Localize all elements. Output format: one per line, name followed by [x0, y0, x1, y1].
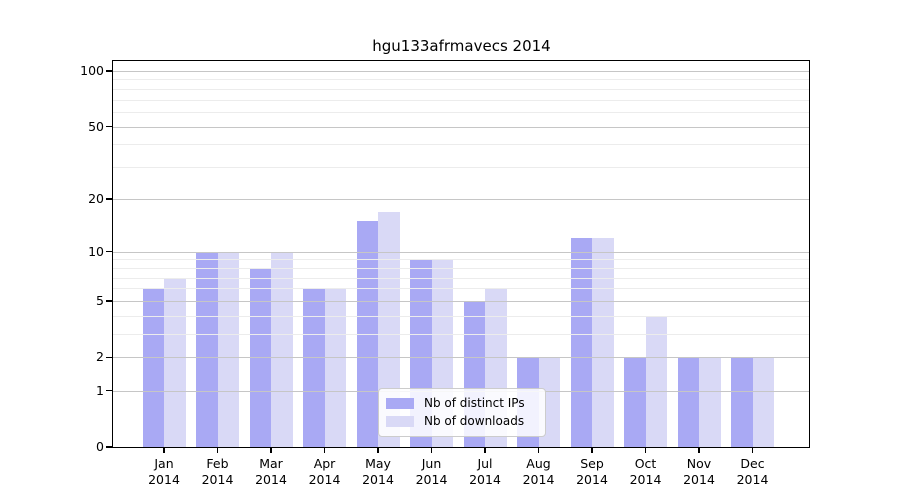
- legend-swatch-downloads: [386, 416, 414, 427]
- y-tick-100: [106, 70, 112, 72]
- x-tick-label-mar: Mar 2014: [243, 456, 299, 488]
- legend-label-distinct-ips: Nb of distinct IPs: [424, 396, 525, 411]
- minor-gridline-y-6: [113, 288, 810, 289]
- bar-jan-distinct-ips: [143, 288, 165, 447]
- x-tick-nov: [698, 447, 700, 453]
- y-tick-label-50: 50: [38, 119, 104, 135]
- x-tick-jan: [163, 447, 165, 453]
- x-tick-label-jul: Jul 2014: [457, 456, 513, 488]
- x-tick-label-aug: Aug 2014: [511, 456, 567, 488]
- x-tick-label-apr: Apr 2014: [297, 456, 353, 488]
- x-tick-label-jun: Jun 2014: [404, 456, 460, 488]
- x-tick-sep: [591, 447, 593, 453]
- x-tick-label-jan: Jan 2014: [136, 456, 192, 488]
- y-tick-label-100: 100: [38, 63, 104, 79]
- x-tick-dec: [752, 447, 754, 453]
- x-tick-label-nov: Nov 2014: [671, 456, 727, 488]
- minor-gridline-y-3: [113, 334, 810, 335]
- bar-apr-downloads: [325, 288, 347, 447]
- minor-gridline-y-40: [113, 144, 810, 145]
- x-tick-oct: [645, 447, 647, 453]
- bar-apr-distinct-ips: [303, 288, 325, 447]
- y-tick-2: [106, 357, 112, 359]
- gridline-y-20: [113, 199, 810, 200]
- bar-sep-downloads: [592, 238, 614, 447]
- bar-jan-downloads: [164, 278, 186, 447]
- gridline-y-2: [113, 357, 810, 358]
- x-tick-feb: [217, 447, 219, 453]
- y-tick-50: [106, 126, 112, 128]
- x-tick-may: [377, 447, 379, 453]
- legend-label-downloads: Nb of downloads: [424, 414, 524, 429]
- legend-item-downloads: Nb of downloads: [386, 414, 538, 429]
- bar-dec-downloads: [753, 357, 775, 447]
- bar-feb-downloads: [218, 252, 240, 447]
- y-tick-10: [106, 251, 112, 253]
- y-tick-label-2: 2: [38, 349, 104, 365]
- x-tick-label-may: May 2014: [350, 456, 406, 488]
- bar-mar-downloads: [271, 252, 293, 447]
- x-tick-mar: [270, 447, 272, 453]
- x-tick-label-dec: Dec 2014: [725, 456, 781, 488]
- legend: Nb of distinct IPs Nb of downloads: [378, 388, 546, 437]
- x-tick-label-sep: Sep 2014: [564, 456, 620, 488]
- gridline-y-5: [113, 301, 810, 302]
- x-tick-jul: [484, 447, 486, 453]
- minor-gridline-y-60: [113, 112, 810, 113]
- y-tick-label-0: 0: [38, 439, 104, 455]
- bar-dec-distinct-ips: [731, 357, 753, 447]
- y-tick-label-20: 20: [38, 191, 104, 207]
- bar-oct-distinct-ips: [624, 357, 646, 447]
- minor-gridline-y-9: [113, 259, 810, 260]
- y-tick-5: [106, 300, 112, 302]
- minor-gridline-y-7: [113, 278, 810, 279]
- bar-feb-distinct-ips: [196, 252, 218, 447]
- y-tick-label-1: 1: [38, 383, 104, 399]
- x-tick-label-feb: Feb 2014: [190, 456, 246, 488]
- x-tick-jun: [431, 447, 433, 453]
- y-tick-label-5: 5: [38, 293, 104, 309]
- x-tick-label-oct: Oct 2014: [618, 456, 674, 488]
- gridline-y-10: [113, 252, 810, 253]
- x-tick-apr: [324, 447, 326, 453]
- gridline-y-50: [113, 127, 810, 128]
- bar-nov-downloads: [699, 357, 721, 447]
- figure: hgu133afrmavecs 2014 Nb of distinct IPs …: [0, 0, 900, 500]
- minor-gridline-y-8: [113, 268, 810, 269]
- bar-sep-distinct-ips: [571, 238, 593, 447]
- bar-oct-downloads: [646, 316, 668, 447]
- y-tick-label-10: 10: [38, 244, 104, 260]
- minor-gridline-y-80: [113, 89, 810, 90]
- minor-gridline-y-4: [113, 316, 810, 317]
- minor-gridline-y-90: [113, 79, 810, 80]
- minor-gridline-y-70: [113, 100, 810, 101]
- chart-title: hgu133afrmavecs 2014: [113, 37, 810, 55]
- y-tick-1: [106, 390, 112, 392]
- y-tick-20: [106, 198, 112, 200]
- legend-swatch-distinct-ips: [386, 398, 414, 409]
- y-tick-0: [106, 446, 112, 448]
- x-tick-aug: [538, 447, 540, 453]
- minor-gridline-y-30: [113, 167, 810, 168]
- bar-nov-distinct-ips: [678, 357, 700, 447]
- legend-item-distinct-ips: Nb of distinct IPs: [386, 396, 538, 411]
- gridline-y-100: [113, 71, 810, 72]
